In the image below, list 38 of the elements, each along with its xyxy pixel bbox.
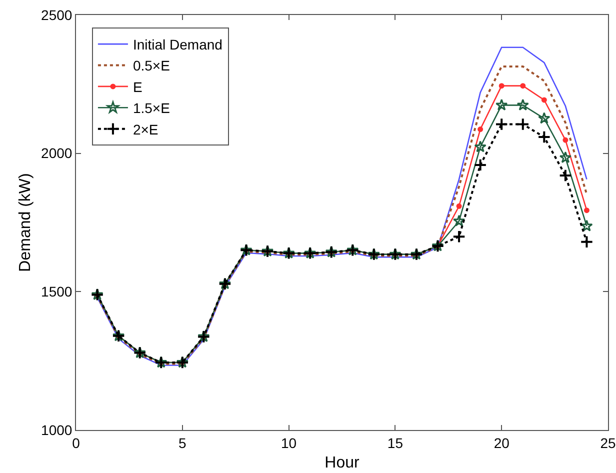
- x-axis-title: Hour: [324, 454, 360, 472]
- point: [541, 97, 547, 103]
- legend-label: 0.5×E: [132, 58, 170, 74]
- legend-label: 1.5×E: [132, 100, 170, 116]
- x-tick-label: 15: [387, 434, 404, 451]
- point: [558, 168, 572, 182]
- point: [474, 140, 486, 152]
- point: [456, 203, 462, 209]
- point: [516, 118, 530, 131]
- point: [452, 230, 466, 244]
- point: [478, 126, 484, 132]
- point: [496, 98, 508, 110]
- x-tick-label: 25: [600, 434, 616, 451]
- y-tick-label: 1000: [41, 422, 72, 438]
- point: [520, 83, 526, 89]
- x-tick-label: 10: [281, 434, 297, 451]
- legend-label: E: [132, 78, 142, 95]
- point: [580, 220, 593, 232]
- point: [495, 118, 508, 131]
- x-tick-label: 20: [494, 434, 510, 451]
- point: [538, 112, 550, 124]
- legend-label: 2×E: [132, 121, 158, 138]
- y-tick-label: 2500: [41, 6, 72, 23]
- point: [538, 130, 551, 144]
- y-tick-label: 2000: [41, 145, 72, 162]
- x-tick-label: 0: [72, 434, 80, 451]
- point: [474, 158, 487, 172]
- y-tick-label: 1500: [41, 284, 72, 300]
- legend-label: Initial Demand: [132, 36, 222, 53]
- point: [498, 83, 504, 89]
- y-axis-title: Demand (kW): [16, 173, 34, 272]
- point: [452, 214, 466, 226]
- point: [516, 98, 529, 110]
- point: [562, 137, 568, 143]
- x-tick-label: 5: [178, 434, 186, 451]
- point: [559, 151, 572, 164]
- point: [584, 208, 590, 214]
- point: [580, 235, 594, 248]
